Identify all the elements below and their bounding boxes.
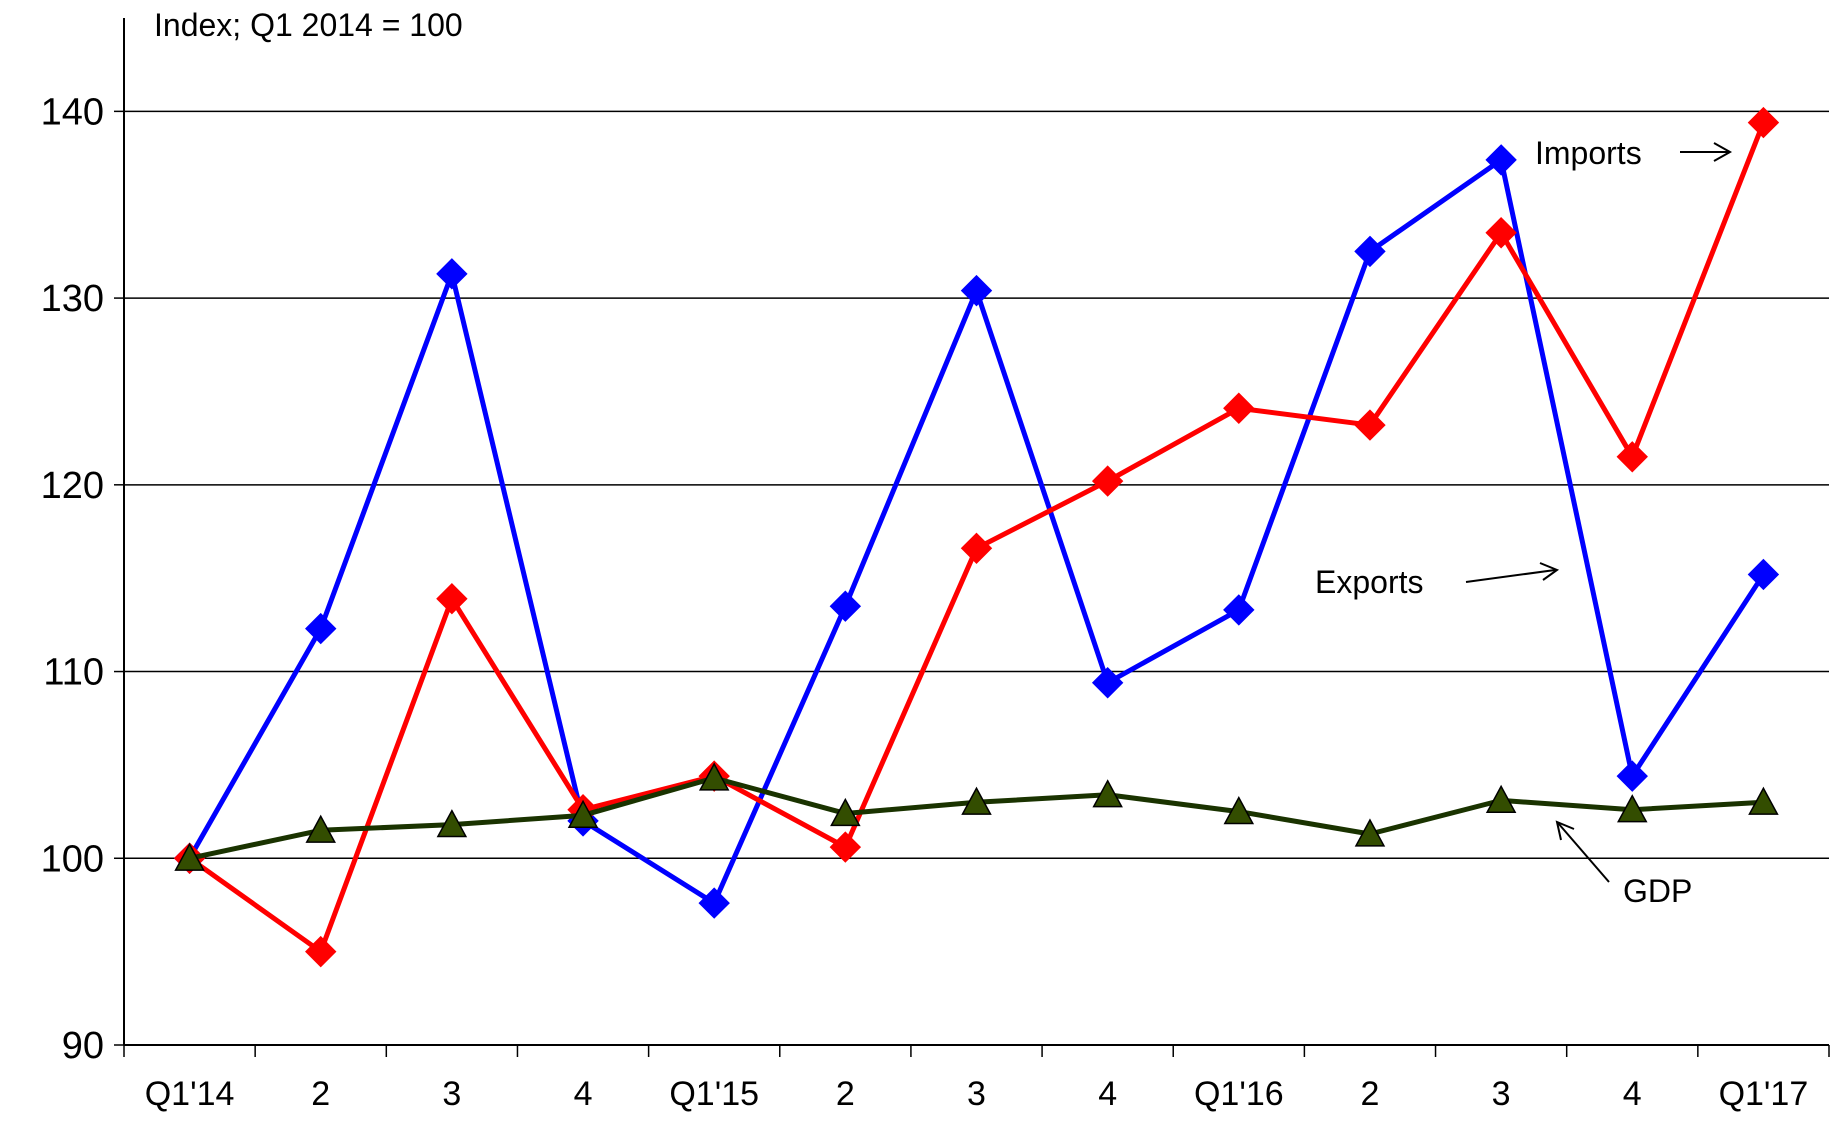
exports-point	[1747, 558, 1780, 591]
imports-point	[1223, 392, 1255, 424]
gdp-point	[1092, 779, 1123, 808]
imports-annotation: Imports	[1535, 135, 1642, 171]
y-tick-label: 110	[43, 652, 104, 694]
x-tick-label: 2	[1361, 1075, 1380, 1113]
series	[173, 106, 1780, 968]
y-tick-label: 100	[41, 838, 104, 880]
imports-point	[1616, 441, 1648, 473]
annotations: Imports Exports GDP	[1315, 135, 1733, 909]
gdp-point	[305, 814, 336, 843]
gdp-point	[436, 809, 468, 838]
gdp-point	[830, 797, 861, 827]
x-tick-label: Q1'14	[145, 1075, 235, 1113]
exports-annotation: Exports	[1315, 564, 1423, 600]
imports-point	[1091, 465, 1124, 497]
gdp-point	[567, 799, 599, 828]
exports-point	[1354, 235, 1386, 268]
exports-point	[305, 612, 337, 645]
imports-point	[960, 532, 993, 565]
y-tick-label: 90	[62, 1025, 104, 1067]
imports-point	[1485, 217, 1517, 249]
x-tick-label: 4	[1623, 1075, 1642, 1113]
gridlines	[124, 110, 1829, 860]
exports-arrow	[1465, 562, 1560, 583]
y-tick-labels: 90 100 110 120 130 140	[41, 91, 124, 1067]
gdp-arrow	[1555, 820, 1610, 883]
gdp-point	[174, 842, 205, 871]
imports-point	[1747, 106, 1780, 139]
x-tick-label: Q1'15	[669, 1075, 759, 1113]
gdp-annotation: GDP	[1623, 873, 1692, 909]
y-axis-label: Index; Q1 2014 = 100	[154, 7, 463, 43]
x-tick-label: 3	[1492, 1075, 1511, 1113]
exports-point	[1616, 760, 1648, 792]
gdp-series	[174, 762, 1779, 871]
gdp-point	[1485, 784, 1517, 814]
exports-point	[1091, 667, 1124, 699]
exports-point	[698, 887, 730, 919]
imports-point	[436, 583, 468, 615]
gdp-point	[961, 786, 992, 815]
imports-point	[305, 935, 337, 968]
y-tick-label: 130	[41, 278, 104, 320]
y-tick-label: 120	[41, 465, 104, 507]
exports-point	[829, 590, 862, 622]
x-tick-label: 2	[311, 1075, 330, 1113]
x-tick-label: 3	[442, 1075, 461, 1113]
imports-point	[829, 831, 862, 863]
x-tick-label: Q1'16	[1194, 1075, 1284, 1113]
exports-point	[1223, 594, 1255, 626]
exports-point	[436, 258, 468, 290]
axes	[123, 18, 1829, 1046]
imports-arrow	[1680, 142, 1733, 162]
x-tick-label: 2	[836, 1075, 855, 1113]
imports-series	[173, 106, 1780, 968]
x-tick-label: 4	[574, 1075, 593, 1113]
gdp-point	[1354, 818, 1386, 847]
exports-point	[960, 274, 993, 307]
x-tick-label: Q1'17	[1719, 1075, 1809, 1113]
gdp-point	[698, 762, 730, 791]
x-tick-labels: Q1'14 2 3 4 Q1'15 2 3 4 Q1'16 2 3 4 Q1'17	[123, 1045, 1830, 1113]
y-tick-label: 140	[41, 91, 104, 133]
x-tick-label: 3	[967, 1075, 986, 1113]
gdp-point	[1617, 794, 1648, 823]
x-tick-label: 4	[1098, 1075, 1117, 1113]
imports-point	[1354, 409, 1386, 441]
gdp-point	[1223, 796, 1255, 825]
gdp-point	[1748, 786, 1779, 815]
exports-point	[1485, 144, 1517, 176]
